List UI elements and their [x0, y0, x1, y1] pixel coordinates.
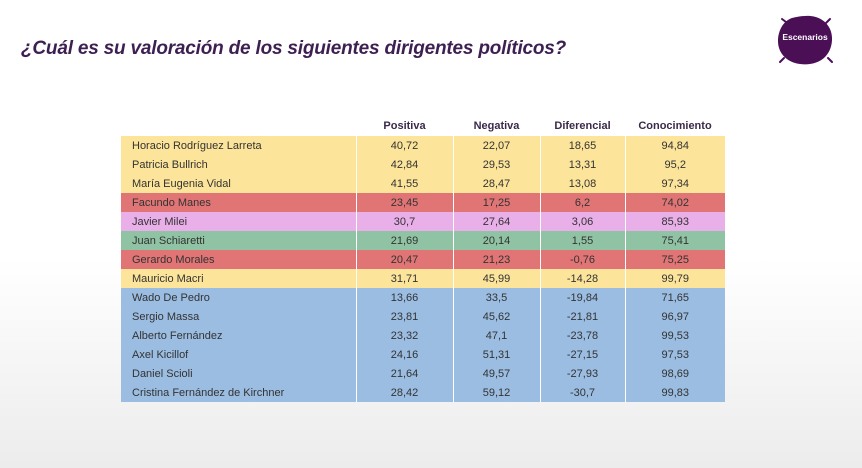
brand-logo: Escenarios	[776, 14, 834, 66]
cell-positiva: 24,16	[355, 345, 453, 364]
table-row: Axel Kicillof 24,16 51,31 -27,15 97,53	[121, 345, 725, 364]
cell-name: Daniel Scioli	[132, 367, 193, 380]
cell-positiva: 21,69	[355, 231, 453, 250]
cell-name: Patricia Bullrich	[132, 158, 208, 171]
logo-text: Escenarios	[782, 32, 828, 42]
cell-negativa: 22,07	[452, 136, 540, 155]
cell-negativa: 29,53	[452, 155, 540, 174]
cell-conocimiento: 75,41	[624, 231, 725, 250]
cell-diferencial: 6,2	[539, 193, 625, 212]
cell-negativa: 51,31	[452, 345, 540, 364]
table-row: Mauricio Macri 31,71 45,99 -14,28 99,79	[121, 269, 725, 288]
cell-diferencial: 13,08	[539, 174, 625, 193]
cell-negativa: 49,57	[452, 364, 540, 383]
table-row: María Eugenia Vidal 41,55 28,47 13,08 97,34	[121, 174, 725, 193]
cell-name: Sergio Massa	[132, 310, 200, 323]
table-row: Wado De Pedro 13,66 33,5 -19,84 71,65	[121, 288, 725, 307]
cell-conocimiento: 75,25	[624, 250, 725, 269]
table-row: Daniel Scioli 21,64 49,57 -27,93 98,69	[121, 364, 725, 383]
table-body: Horacio Rodríguez Larreta 40,72 22,07 18,65…	[121, 136, 725, 402]
table-row: Facundo Manes 23,45 17,25 6,2 74,02	[121, 193, 725, 212]
cell-conocimiento: 97,53	[624, 345, 725, 364]
header-diferencial: Diferencial	[554, 119, 611, 132]
cell-diferencial: 1,55	[539, 231, 625, 250]
cell-name: María Eugenia Vidal	[132, 177, 231, 190]
cell-negativa: 28,47	[452, 174, 540, 193]
cell-conocimiento: 85,93	[624, 212, 725, 231]
cell-name: Wado De Pedro	[132, 291, 210, 304]
cell-name: Alberto Fernández	[132, 329, 223, 342]
cell-diferencial: -27,15	[539, 345, 625, 364]
cell-positiva: 23,81	[355, 307, 453, 326]
cell-negativa: 45,99	[452, 269, 540, 288]
cell-negativa: 17,25	[452, 193, 540, 212]
cell-positiva: 30,7	[355, 212, 453, 231]
cell-negativa: 47,1	[452, 326, 540, 345]
cell-positiva: 31,71	[355, 269, 453, 288]
table-row: Patricia Bullrich 42,84 29,53 13,31 95,2	[121, 155, 725, 174]
cell-negativa: 27,64	[452, 212, 540, 231]
page-title: ¿Cuál es su valoración de los siguientes…	[21, 38, 567, 59]
cell-conocimiento: 97,34	[624, 174, 725, 193]
cell-diferencial: -23,78	[539, 326, 625, 345]
cell-conocimiento: 99,79	[624, 269, 725, 288]
table-row: Cristina Fernández de Kirchner 28,42 59,12…	[121, 383, 725, 402]
cell-positiva: 42,84	[355, 155, 453, 174]
cell-name: Cristina Fernández de Kirchner	[132, 386, 285, 399]
cell-conocimiento: 95,2	[624, 155, 725, 174]
cell-diferencial: 13,31	[539, 155, 625, 174]
table-row: Gerardo Morales 20,47 21,23 -0,76 75,25	[121, 250, 725, 269]
cell-diferencial: -0,76	[539, 250, 625, 269]
cell-positiva: 23,45	[355, 193, 453, 212]
cell-name: Horacio Rodríguez Larreta	[132, 139, 262, 152]
cell-conocimiento: 94,84	[624, 136, 725, 155]
cell-name: Javier Milei	[132, 215, 188, 228]
cell-conocimiento: 99,53	[624, 326, 725, 345]
cell-negativa: 33,5	[452, 288, 540, 307]
cell-name: Axel Kicillof	[132, 348, 189, 361]
cell-negativa: 21,23	[452, 250, 540, 269]
header-positiva: Positiva	[383, 119, 426, 132]
cell-name: Gerardo Morales	[132, 253, 215, 266]
header-name	[121, 115, 356, 136]
cell-negativa: 20,14	[452, 231, 540, 250]
table-row: Sergio Massa 23,81 45,62 -21,81 96,97	[121, 307, 725, 326]
cell-positiva: 20,47	[355, 250, 453, 269]
cell-positiva: 28,42	[355, 383, 453, 402]
cell-name: Juan Schiaretti	[132, 234, 205, 247]
cell-negativa: 45,62	[452, 307, 540, 326]
header-conocimiento: Conocimiento	[638, 119, 712, 132]
cell-negativa: 59,12	[452, 383, 540, 402]
cell-positiva: 40,72	[355, 136, 453, 155]
cell-diferencial: 18,65	[539, 136, 625, 155]
cell-conocimiento: 99,83	[624, 383, 725, 402]
cell-name: Facundo Manes	[132, 196, 211, 209]
cell-diferencial: -21,81	[539, 307, 625, 326]
cell-conocimiento: 98,69	[624, 364, 725, 383]
table-row: Horacio Rodríguez Larreta 40,72 22,07 18,65…	[121, 136, 725, 155]
table-row: Juan Schiaretti 21,69 20,14 1,55 75,41	[121, 231, 725, 250]
cell-conocimiento: 74,02	[624, 193, 725, 212]
cell-conocimiento: 71,65	[624, 288, 725, 307]
cell-positiva: 13,66	[355, 288, 453, 307]
cell-positiva: 23,32	[355, 326, 453, 345]
ratings-table: Positiva Negativa Diferencial Conocimien…	[121, 115, 725, 402]
logo-blob-icon	[778, 15, 833, 65]
cell-diferencial: -27,93	[539, 364, 625, 383]
cell-name: Mauricio Macri	[132, 272, 204, 285]
cell-conocimiento: 96,97	[624, 307, 725, 326]
cell-positiva: 21,64	[355, 364, 453, 383]
cell-diferencial: -19,84	[539, 288, 625, 307]
table-row: Alberto Fernández 23,32 47,1 -23,78 99,53	[121, 326, 725, 345]
header-negativa: Negativa	[473, 119, 520, 132]
cell-positiva: 41,55	[355, 174, 453, 193]
cell-diferencial: -30,7	[539, 383, 625, 402]
cell-diferencial: 3,06	[539, 212, 625, 231]
cell-diferencial: -14,28	[539, 269, 625, 288]
table-row: Javier Milei 30,7 27,64 3,06 85,93	[121, 212, 725, 231]
table-header-row: Positiva Negativa Diferencial Conocimien…	[121, 115, 725, 136]
